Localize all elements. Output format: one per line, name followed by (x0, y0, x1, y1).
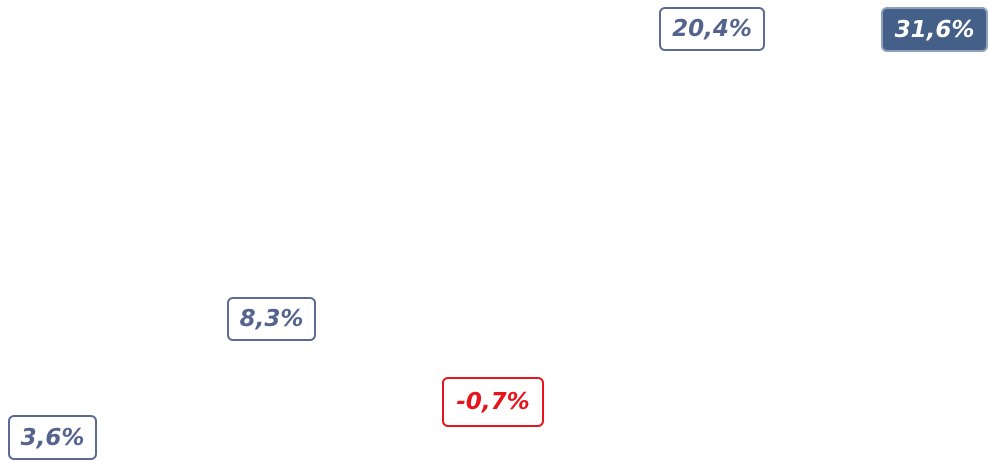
value-label: -0,7% (442, 377, 544, 427)
value-label: 20,4% (659, 7, 765, 51)
value-label: 3,6% (8, 415, 97, 460)
value-label: 31,6% (881, 7, 988, 52)
value-label: 8,3% (227, 297, 316, 341)
